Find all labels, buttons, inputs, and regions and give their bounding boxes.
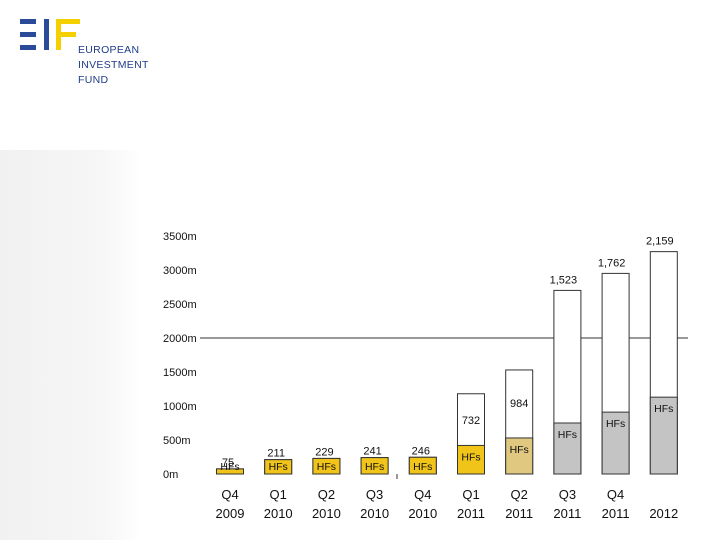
bar-hf-segment bbox=[457, 444, 485, 475]
hf-label: HFs bbox=[654, 403, 673, 415]
x-year-label: 2012 bbox=[649, 506, 678, 521]
bar-hf-segment bbox=[264, 459, 293, 475]
value-label: 246 bbox=[412, 445, 430, 457]
y-tick-label: 2500m bbox=[163, 299, 197, 311]
value-label: 75 bbox=[222, 457, 234, 469]
hf-label: HFs bbox=[510, 444, 529, 456]
x-category-label: Q4 bbox=[607, 487, 624, 502]
value-label: 1,523 bbox=[550, 274, 578, 286]
value-label: 241 bbox=[363, 446, 381, 458]
x-year-label: 2010 bbox=[360, 506, 389, 521]
x-year-label: 2011 bbox=[505, 506, 533, 521]
x-category-label: Q3 bbox=[559, 487, 576, 502]
x-year-label: 2010 bbox=[408, 506, 437, 521]
y-tick-label: 2000m bbox=[163, 333, 197, 345]
x-year-label: 2010 bbox=[264, 506, 293, 521]
value-label: 1,762 bbox=[598, 257, 626, 269]
logo-line-3: FUND bbox=[78, 74, 109, 86]
bar-hf-segment bbox=[408, 456, 437, 475]
hf-label: HFs bbox=[365, 461, 384, 473]
bar-hf-segment bbox=[505, 437, 534, 475]
hf-label: HFs bbox=[558, 429, 577, 441]
x-category-label: Q1 bbox=[462, 487, 479, 502]
hf-label: HFs bbox=[269, 461, 288, 473]
bar-hf-segment bbox=[360, 457, 389, 475]
bar-hf-segment bbox=[553, 422, 582, 475]
x-year-label: 2011 bbox=[602, 506, 630, 521]
x-category-label: Q3 bbox=[366, 487, 383, 502]
x-category-label: Q1 bbox=[270, 487, 287, 502]
bar-hf-segment bbox=[216, 468, 244, 475]
y-tick-label: 3000m bbox=[163, 265, 197, 277]
eif-logo-mark bbox=[20, 19, 80, 50]
side-panel bbox=[0, 150, 143, 540]
x-year-label: 2009 bbox=[216, 506, 245, 521]
x-category-label: Q4 bbox=[221, 487, 238, 502]
logo-text: EUROPEAN INVESTMENT FUND bbox=[78, 43, 149, 88]
value-label: 229 bbox=[315, 446, 333, 458]
y-tick-label: 1500m bbox=[163, 367, 197, 379]
value-label: 732 bbox=[462, 415, 480, 427]
value-label: 211 bbox=[267, 448, 285, 460]
x-year-label: 2011 bbox=[457, 506, 485, 521]
bar-hf-segment bbox=[649, 396, 678, 475]
y-tick-label: 500m bbox=[163, 435, 191, 447]
x-category-label: Q2 bbox=[511, 487, 528, 502]
x-category-label: Q4 bbox=[414, 487, 431, 502]
eif-logo: EUROPEAN INVESTMENT FUND bbox=[20, 16, 150, 88]
y-tick-label: 3500m bbox=[163, 231, 197, 243]
x-year-label: 2010 bbox=[312, 506, 341, 521]
hf-label: HFs bbox=[317, 461, 336, 473]
bar-hf-segment bbox=[601, 411, 630, 475]
y-tick-label: 0m bbox=[163, 469, 178, 481]
value-label: 984 bbox=[510, 398, 528, 410]
value-label: 2,159 bbox=[646, 236, 674, 248]
x-year-label: 2011 bbox=[553, 506, 581, 521]
hf-label: HFs bbox=[606, 418, 625, 430]
logo-line-2: INVESTMENT bbox=[78, 59, 149, 71]
hf-label: HFs bbox=[461, 451, 480, 463]
bar-hf-segment bbox=[312, 457, 341, 475]
logo-line-1: EUROPEAN bbox=[78, 44, 140, 56]
hf-label: HFs bbox=[220, 461, 239, 473]
y-tick-label: 1000m bbox=[163, 401, 197, 413]
x-category-label: Q2 bbox=[318, 487, 335, 502]
hf-label: HFs bbox=[413, 461, 432, 473]
